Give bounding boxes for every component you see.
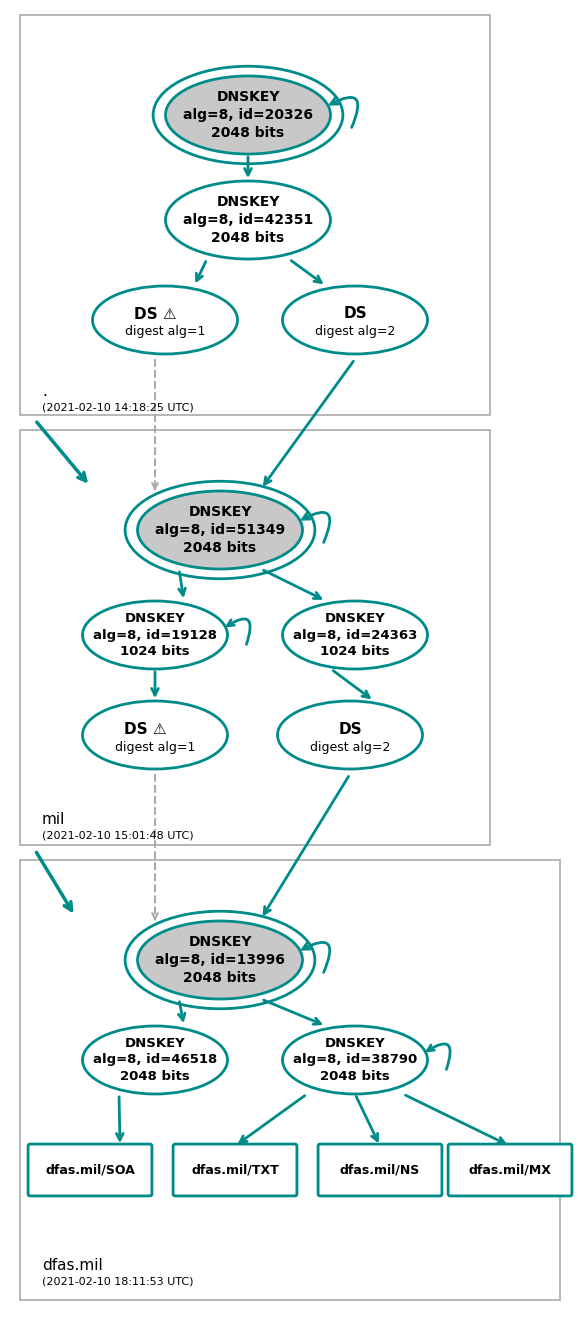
Text: dfas.mil/NS: dfas.mil/NS [340,1163,420,1176]
Ellipse shape [283,601,428,669]
Ellipse shape [83,701,227,770]
Text: digest alg=1: digest alg=1 [115,741,195,754]
FancyBboxPatch shape [20,861,560,1300]
Text: DNSKEY
alg=8, id=38790
2048 bits: DNSKEY alg=8, id=38790 2048 bits [293,1038,417,1082]
Text: dfas.mil/MX: dfas.mil/MX [469,1163,552,1176]
FancyBboxPatch shape [318,1144,442,1196]
Text: dfas.mil/TXT: dfas.mil/TXT [191,1163,279,1176]
Ellipse shape [283,1026,428,1094]
Ellipse shape [166,77,331,154]
Text: DNSKEY
alg=8, id=51349
2048 bits: DNSKEY alg=8, id=51349 2048 bits [155,506,285,554]
Text: DS ⚠: DS ⚠ [123,722,166,737]
Text: DNSKEY
alg=8, id=42351
2048 bits: DNSKEY alg=8, id=42351 2048 bits [183,195,313,244]
Text: DNSKEY
alg=8, id=46518
2048 bits: DNSKEY alg=8, id=46518 2048 bits [93,1038,217,1082]
Text: DNSKEY
alg=8, id=20326
2048 bits: DNSKEY alg=8, id=20326 2048 bits [183,90,313,140]
Ellipse shape [137,921,302,999]
Text: digest alg=1: digest alg=1 [125,326,205,338]
Text: DS ⚠: DS ⚠ [134,306,176,322]
Text: digest alg=2: digest alg=2 [315,326,395,338]
Text: DNSKEY
alg=8, id=24363
1024 bits: DNSKEY alg=8, id=24363 1024 bits [293,612,417,657]
Text: digest alg=2: digest alg=2 [310,741,390,754]
Text: DS: DS [338,722,362,737]
Text: (2021-02-10 15:01:48 UTC): (2021-02-10 15:01:48 UTC) [42,832,194,841]
FancyBboxPatch shape [20,15,490,414]
FancyBboxPatch shape [448,1144,572,1196]
Ellipse shape [166,181,331,259]
Text: DS: DS [343,306,367,322]
Ellipse shape [137,491,302,569]
Ellipse shape [83,1026,227,1094]
Ellipse shape [92,286,238,354]
FancyBboxPatch shape [173,1144,297,1196]
Text: DNSKEY
alg=8, id=19128
1024 bits: DNSKEY alg=8, id=19128 1024 bits [93,612,217,657]
Text: (2021-02-10 18:11:53 UTC): (2021-02-10 18:11:53 UTC) [42,1276,193,1287]
Text: dfas.mil: dfas.mil [42,1258,103,1272]
Ellipse shape [278,701,422,770]
Text: dfas.mil/SOA: dfas.mil/SOA [45,1163,135,1176]
Ellipse shape [283,286,428,354]
FancyBboxPatch shape [20,430,490,845]
Text: mil: mil [42,813,65,828]
FancyBboxPatch shape [28,1144,152,1196]
Text: .: . [42,384,47,400]
Ellipse shape [83,601,227,669]
Text: (2021-02-10 14:18:25 UTC): (2021-02-10 14:18:25 UTC) [42,403,194,413]
Text: DNSKEY
alg=8, id=13996
2048 bits: DNSKEY alg=8, id=13996 2048 bits [155,935,285,985]
